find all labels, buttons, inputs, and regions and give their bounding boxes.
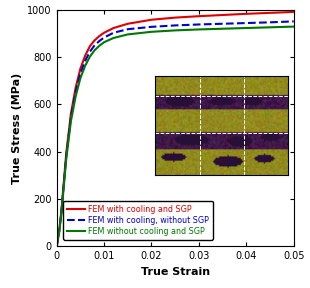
FEM without cooling and SGP: [57, 231, 61, 235]
FEM without cooling and SGP: [197, 28, 201, 31]
FEM without cooling and SGP: [112, 36, 115, 40]
FEM without cooling and SGP: [244, 26, 248, 30]
FEM with cooling, without SGP: [292, 20, 295, 23]
FEM with cooling, without SGP: [78, 72, 82, 75]
FEM with cooling and SGP: [69, 112, 73, 115]
FEM with cooling, without SGP: [102, 36, 106, 39]
FEM with cooling, without SGP: [112, 31, 115, 35]
FEM without cooling and SGP: [88, 55, 92, 58]
Line: FEM with cooling, without SGP: FEM with cooling, without SGP: [57, 21, 294, 246]
Line: FEM with cooling and SGP: FEM with cooling and SGP: [57, 12, 294, 246]
FEM with cooling and SGP: [126, 22, 130, 25]
FEM with cooling and SGP: [97, 34, 101, 38]
FEM without cooling and SGP: [55, 245, 59, 248]
FEM with cooling and SGP: [173, 16, 177, 19]
FEM without cooling and SGP: [74, 95, 78, 98]
FEM without cooling and SGP: [102, 41, 106, 44]
X-axis label: True Strain: True Strain: [141, 267, 210, 277]
Line: FEM without cooling and SGP: FEM without cooling and SGP: [57, 26, 294, 246]
FEM with cooling and SGP: [197, 14, 201, 18]
FEM with cooling and SGP: [83, 54, 87, 57]
FEM with cooling, without SGP: [244, 21, 248, 25]
FEM with cooling and SGP: [74, 86, 78, 89]
FEM with cooling and SGP: [57, 230, 61, 234]
FEM without cooling and SGP: [150, 30, 153, 33]
FEM with cooling and SGP: [64, 152, 68, 156]
FEM without cooling and SGP: [126, 33, 130, 36]
FEM with cooling, without SGP: [88, 50, 92, 53]
FEM without cooling and SGP: [221, 27, 224, 31]
FEM with cooling and SGP: [150, 18, 153, 22]
FEM with cooling, without SGP: [126, 27, 130, 31]
FEM with cooling and SGP: [221, 13, 224, 17]
FEM with cooling and SGP: [60, 209, 63, 213]
FEM with cooling, without SGP: [74, 90, 78, 94]
FEM with cooling, without SGP: [173, 24, 177, 27]
FEM with cooling and SGP: [55, 245, 59, 248]
FEM with cooling, without SGP: [60, 210, 63, 214]
FEM with cooling and SGP: [93, 39, 96, 42]
FEM without cooling and SGP: [69, 120, 73, 123]
FEM with cooling, without SGP: [221, 22, 224, 25]
FEM with cooling and SGP: [292, 10, 295, 14]
FEM with cooling and SGP: [62, 181, 66, 184]
FEM with cooling, without SGP: [150, 25, 153, 29]
FEM with cooling, without SGP: [268, 21, 272, 24]
FEM with cooling, without SGP: [93, 43, 96, 47]
FEM without cooling and SGP: [173, 29, 177, 32]
FEM with cooling and SGP: [112, 26, 115, 30]
FEM with cooling, without SGP: [83, 59, 87, 63]
FEM with cooling and SGP: [244, 12, 248, 16]
FEM with cooling and SGP: [102, 31, 106, 35]
FEM without cooling and SGP: [97, 44, 101, 48]
FEM with cooling, without SGP: [197, 23, 201, 26]
FEM without cooling and SGP: [64, 158, 68, 162]
FEM with cooling, without SGP: [64, 155, 68, 158]
FEM with cooling, without SGP: [55, 245, 59, 248]
FEM with cooling, without SGP: [69, 115, 73, 119]
Y-axis label: True Stress (MPa): True Stress (MPa): [12, 72, 22, 183]
FEM without cooling and SGP: [60, 211, 63, 215]
FEM with cooling and SGP: [88, 45, 92, 48]
FEM with cooling and SGP: [78, 67, 82, 71]
FEM without cooling and SGP: [62, 185, 66, 188]
FEM with cooling, without SGP: [97, 39, 101, 43]
Legend: FEM with cooling and SGP, FEM with cooling, without SGP, FEM without cooling and: FEM with cooling and SGP, FEM with cooli…: [63, 201, 213, 240]
FEM without cooling and SGP: [292, 25, 295, 28]
FEM with cooling and SGP: [268, 11, 272, 15]
FEM without cooling and SGP: [268, 26, 272, 29]
FEM with cooling, without SGP: [62, 183, 66, 186]
FEM without cooling and SGP: [83, 64, 87, 68]
FEM without cooling and SGP: [93, 49, 96, 52]
FEM with cooling, without SGP: [57, 231, 61, 234]
FEM without cooling and SGP: [78, 77, 82, 80]
